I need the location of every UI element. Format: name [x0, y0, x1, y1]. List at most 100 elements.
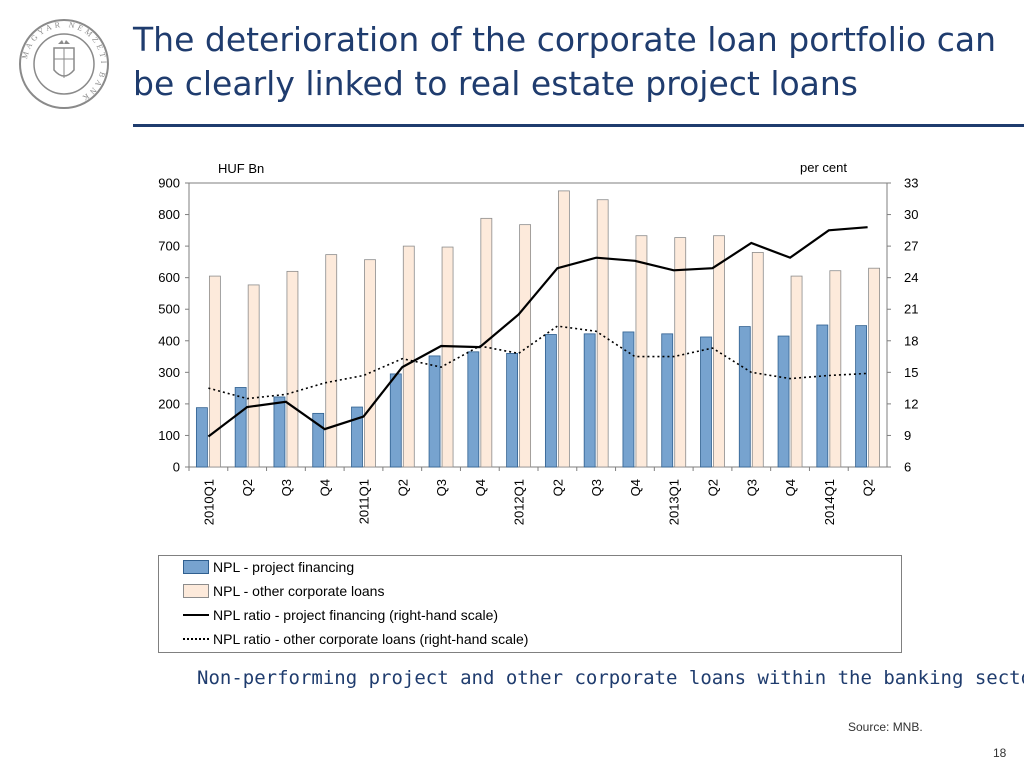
bar-project-financing	[622, 331, 635, 468]
bar-other-corporate	[208, 275, 221, 468]
x-tick-label: Q4	[628, 479, 643, 496]
chart-caption: Non-performing project and other corpora…	[197, 667, 1024, 689]
slide-title: The deterioration of the corporate loan …	[133, 20, 997, 103]
legend-item-other-corporate: NPL - other corporate loans	[183, 579, 384, 603]
bar-project-financing	[389, 373, 402, 468]
right-tick-label: 30	[904, 207, 918, 222]
x-tick-label: 2010Q1	[201, 479, 216, 525]
left-tick-label: 600	[158, 270, 180, 285]
axes-layer: 0 100 200 300 400 500 600 700 800 900 6 9 12 15 18 21 24…	[158, 176, 918, 526]
bar-other-corporate	[247, 284, 260, 468]
bar-project-financing	[700, 336, 712, 468]
right-tick-label: 15	[904, 365, 918, 380]
x-tick-label: 2014Q1	[822, 479, 837, 525]
x-tick-label: Q4	[473, 479, 488, 496]
x-tick-label: Q2	[706, 479, 721, 496]
x-tick-label: Q2	[550, 479, 565, 496]
bar-other-corporate	[751, 252, 764, 468]
left-tick-label: 900	[158, 176, 180, 191]
bars-layer	[195, 190, 881, 468]
bar-project-financing	[234, 387, 247, 468]
legend-label: NPL - project financing	[213, 559, 355, 575]
line-npl-ratio-other	[208, 325, 868, 400]
x-tick-label: Q3	[279, 479, 294, 496]
right-tick-label: 6	[904, 460, 911, 475]
legend-item-project-financing: NPL - project financing	[183, 555, 354, 579]
right-tick-label: 18	[904, 333, 918, 348]
bar-project-financing	[312, 412, 325, 468]
bar-other-corporate	[364, 259, 376, 468]
mnb-logo: MAGYAR NEMZETI BANK	[19, 19, 109, 109]
left-tick-label: 200	[158, 396, 180, 411]
x-tick-label: Q2	[240, 479, 255, 496]
bar-other-corporate	[674, 237, 687, 468]
x-tick-label: Q4	[783, 479, 798, 496]
legend-swatch-blue-bar	[183, 560, 209, 574]
right-tick-label: 9	[904, 428, 911, 443]
source-note: Source: MNB.	[848, 720, 923, 734]
x-tick-label: Q3	[589, 479, 604, 496]
bar-project-financing	[661, 333, 674, 468]
npl-chart: 0 100 200 300 400 500 600 700 800 900 6 9 12 15 18 21 24…	[158, 160, 918, 526]
bar-project-financing	[195, 407, 208, 468]
left-tick-label: 800	[158, 207, 180, 222]
left-tick-label: 500	[158, 302, 180, 317]
x-tick-label: Q3	[434, 479, 449, 496]
bar-other-corporate	[402, 245, 415, 468]
bar-other-corporate	[441, 246, 454, 468]
bar-other-corporate	[868, 267, 881, 468]
lines-layer	[207, 226, 868, 438]
left-tick-label: 300	[158, 365, 180, 380]
right-tick-label: 24	[904, 270, 918, 285]
bar-other-corporate	[596, 199, 609, 468]
left-tick-label: 400	[158, 333, 180, 348]
bar-other-corporate	[829, 270, 842, 468]
left-tick-label: 100	[158, 428, 180, 443]
right-tick-label: 21	[904, 302, 918, 317]
bar-other-corporate	[790, 275, 803, 468]
legend-swatch-dotted-line	[183, 632, 209, 646]
legend-item-ratio-other: NPL ratio - other corporate loans (right…	[183, 627, 528, 651]
right-axis-unit-label: per cent	[800, 160, 847, 175]
x-tick-label: Q2	[395, 479, 410, 496]
bar-project-financing	[777, 335, 790, 468]
bar-project-financing	[351, 406, 363, 468]
bar-other-corporate	[713, 235, 725, 468]
line-npl-ratio-project	[207, 226, 868, 438]
bar-other-corporate	[557, 190, 570, 468]
legend-item-ratio-project: NPL ratio - project financing (right-han…	[183, 603, 498, 627]
bar-other-corporate	[519, 224, 532, 468]
x-tick-label: 2011Q1	[357, 479, 372, 524]
legend-label: NPL - other corporate loans	[213, 583, 385, 599]
page-number: 18	[993, 746, 1007, 760]
legend-label: NPL ratio - project financing (right-han…	[213, 607, 499, 623]
left-axis-unit-label: HUF Bn	[218, 161, 264, 176]
legend-label: NPL ratio - other corporate loans (right…	[213, 631, 529, 647]
legend-swatch-solid-line	[183, 608, 209, 622]
left-tick-label: 0	[173, 460, 180, 475]
bar-project-financing	[544, 334, 557, 468]
bar-project-financing	[273, 396, 286, 468]
bar-project-financing	[855, 325, 868, 468]
x-tick-label: 2012Q1	[512, 479, 527, 525]
x-tick-label: Q2	[861, 479, 876, 496]
x-tick-label: 2013Q1	[667, 479, 682, 525]
bar-project-financing	[583, 333, 596, 468]
bar-other-corporate	[325, 254, 338, 468]
x-tick-label: Q4	[318, 479, 333, 496]
x-tick-label: Q3	[744, 479, 759, 496]
right-tick-label: 12	[904, 396, 918, 411]
bar-project-financing	[467, 351, 480, 468]
bar-project-financing	[738, 326, 751, 468]
left-tick-label: 700	[158, 239, 180, 254]
bar-other-corporate	[286, 270, 299, 468]
legend	[158, 555, 902, 653]
bar-project-financing	[816, 324, 829, 468]
title-divider	[133, 124, 1024, 127]
right-tick-label: 27	[904, 239, 918, 254]
bar-project-financing	[506, 352, 519, 468]
legend-swatch-peach-bar	[183, 584, 209, 598]
bar-project-financing	[428, 355, 441, 468]
bar-other-corporate	[635, 235, 648, 468]
right-tick-label: 33	[904, 176, 918, 191]
